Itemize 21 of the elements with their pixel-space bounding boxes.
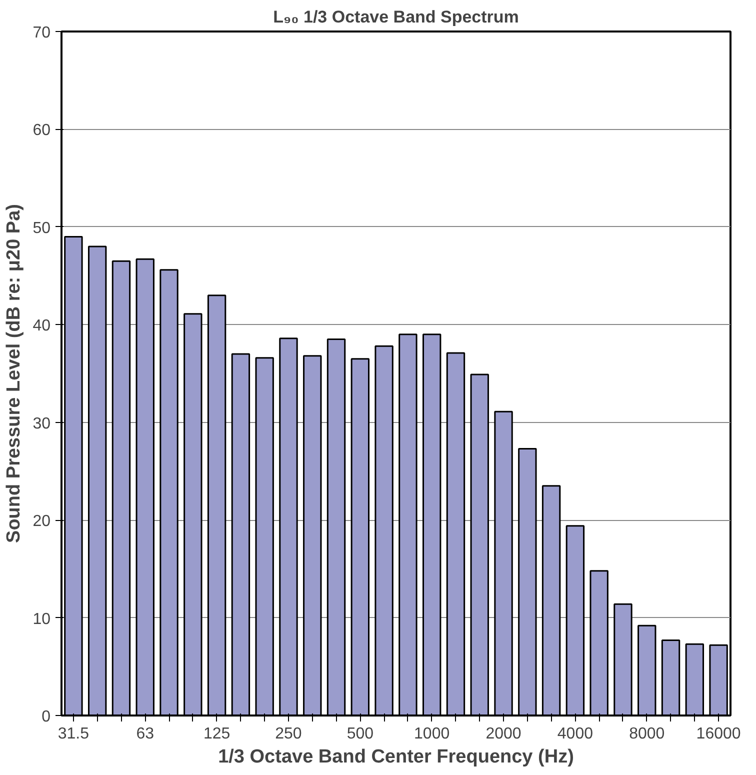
x-tick-label: 63: [136, 726, 154, 742]
y-tick-label: 30: [32, 415, 51, 432]
x-tick-label: 16000: [696, 726, 741, 742]
y-tick-label: 60: [32, 122, 51, 140]
x-tick-label: 125: [203, 726, 230, 742]
chart-title: L₉₀ 1/3 Octave Band Spectrum: [273, 8, 519, 26]
x-tick-label: 2000: [486, 726, 522, 742]
y-tick-label: 50: [32, 220, 51, 237]
x-tick-label: 1000: [414, 726, 450, 742]
y-tick-label: 40: [32, 318, 51, 335]
x-tick-label: 8000: [629, 726, 665, 742]
x-tick-label: 4000: [557, 726, 594, 742]
x-tick-label: 31.5: [58, 726, 90, 742]
y-tick-label: 20: [32, 513, 51, 530]
y-tick-label: 10: [32, 610, 51, 628]
y-axis-title: Sound Pressure Level (dB re: μ20 Pa): [4, 204, 25, 543]
y-tick-label: 0: [42, 708, 51, 726]
x-axis-title: 1/3 Octave Band Center Frequency (Hz): [218, 746, 574, 768]
y-tick-label: 70: [32, 24, 51, 42]
x-tick-label: 250: [275, 726, 302, 742]
x-tick-label: 500: [346, 726, 374, 742]
